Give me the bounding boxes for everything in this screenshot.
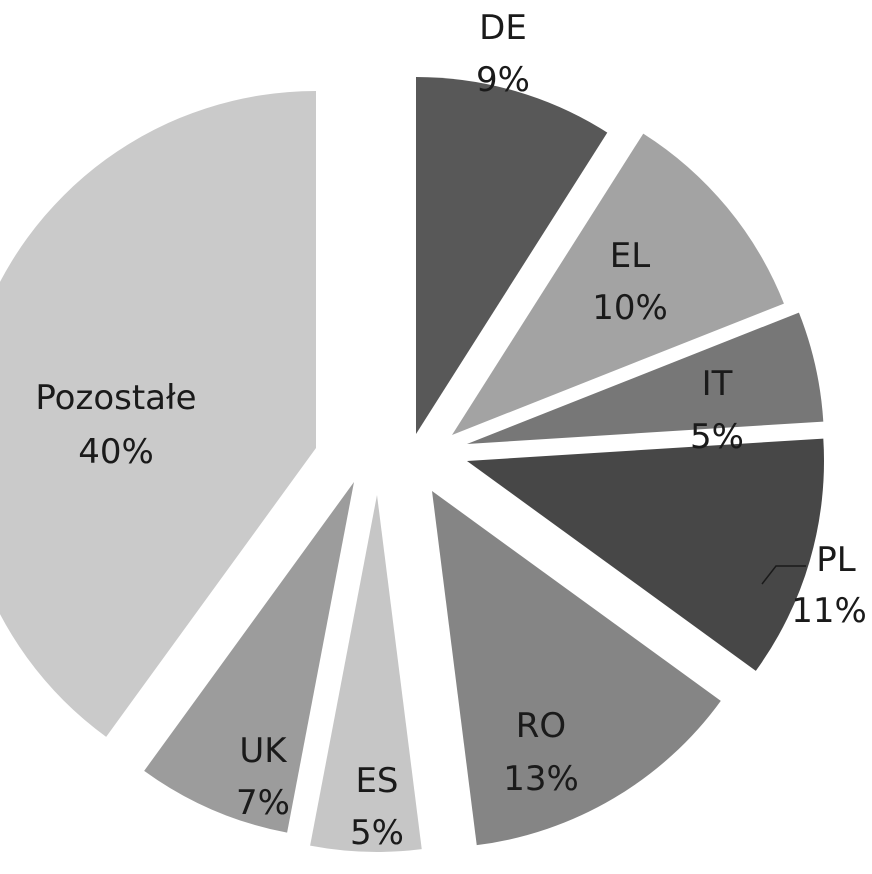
slice-value-uk: 7% (236, 783, 290, 823)
slice-label-it: IT (702, 364, 733, 404)
slice-label-pozostałe: Pozostałe (35, 378, 196, 418)
slice-label-es: ES (355, 761, 398, 801)
pie-slice-es (310, 495, 422, 852)
leader-lines (761, 565, 806, 585)
slice-value-pozostałe: 40% (78, 432, 154, 472)
pie-slice-it (467, 312, 824, 444)
slice-labels: DE 9% EL 10% IT 5% PL 11% RO 13% ES 5% UK 7% Pozostałe… (35, 8, 866, 853)
pie-slice-de (416, 77, 608, 434)
slice-value-de: 9% (476, 60, 530, 100)
pie-slice-el (452, 133, 784, 435)
slice-label-de: DE (479, 8, 527, 48)
pie-slice-pl (467, 438, 825, 671)
leader-line-pl (761, 565, 806, 585)
pie-slice-uk (144, 482, 354, 833)
slice-value-it: 5% (690, 417, 744, 457)
slice-label-ro: RO (516, 706, 566, 746)
slice-value-ro: 13% (503, 759, 579, 799)
slice-label-pl: PL (816, 540, 856, 580)
slice-value-es: 5% (350, 813, 404, 853)
pie-slices (0, 77, 825, 852)
slice-label-uk: UK (239, 731, 288, 771)
slice-value-el: 10% (592, 288, 668, 328)
slice-value-pl: 11% (791, 591, 867, 631)
pie-slice-ro (432, 491, 721, 846)
pie-slice-pozostałe (0, 91, 316, 737)
slice-label-el: EL (610, 236, 650, 276)
